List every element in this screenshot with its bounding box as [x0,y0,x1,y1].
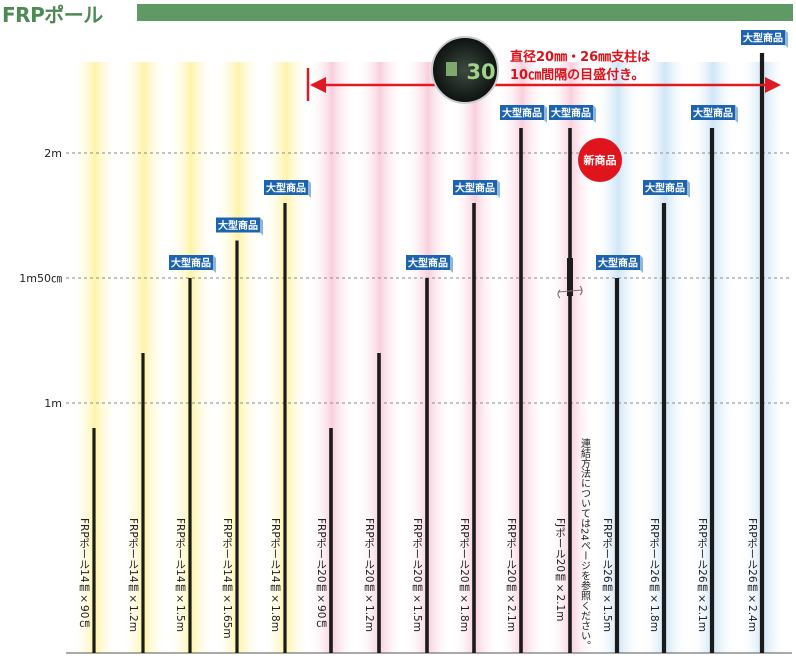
badge-label: 大型商品 [693,107,733,120]
badge-box [264,180,308,195]
pole-bar [709,128,715,653]
page-header: FRPポール [0,0,796,27]
pole-label: FRPポール26㎜×2.1m [696,518,708,632]
pole-bar [661,203,667,653]
badge-label: 大型商品 [598,257,638,270]
pole-label: FRPポール20㎜×90㎝ [315,518,327,629]
pole-bar [235,240,239,653]
pole-bar [141,353,145,653]
new-product-label: 新商品 [584,153,617,167]
pole-label: FRPポール14㎜×1.5m [174,518,186,632]
new-product-badge: 新商品 [578,138,622,182]
y-tick-label: 2m [44,147,62,160]
pole-label: FRPポール20㎜×1.2m [363,518,375,632]
pole-label: FRPポール14㎜×1.2m [127,518,139,632]
pole-label: FRPポール26㎜×1.5m [601,518,613,632]
pole-label: FRPポール14㎜×90㎝ [78,518,90,629]
badge-label: 大型商品 [408,257,448,270]
badge-box [216,217,260,233]
badge-box [406,255,450,270]
y-tick-label: 1m [44,397,62,410]
pole-bar [92,428,96,653]
badge-box [453,180,497,195]
badge-label: 大型商品 [551,107,591,120]
page-title: FRPポール [2,3,103,27]
gauge-photo: 30 [431,36,499,104]
large-item-badge: 大型商品 [741,30,788,48]
pole-label: FRPポール20㎜×1.5m [411,518,423,632]
pole-label: FRPポール14㎜×1.65m [221,518,233,639]
badge-label: 大型商品 [218,219,258,232]
large-item-badge: 大型商品 [596,255,643,273]
large-item-badge: 大型商品 [691,105,738,123]
badge-label: 大型商品 [266,182,306,195]
pole-bar [568,128,572,653]
pole-label: FJポール20㎜×2.1m [554,518,566,621]
badge-box [169,255,213,270]
connector-note: 連結方法については24ページを参照ください。 [579,437,591,651]
pole-bar [329,428,333,653]
badge-box [691,105,735,120]
badge-label: 大型商品 [645,182,685,195]
badge-label: 大型商品 [455,182,495,195]
pole-label: FRPポール20㎜×1.8m [458,518,470,632]
badge-box [549,105,593,120]
large-item-badge: 大型商品 [216,217,263,236]
large-item-badge: 大型商品 [264,180,311,198]
pole-bar [283,203,287,653]
pole-bar [614,278,620,653]
pole-label: FRPポール26㎜×1.8m [648,518,660,632]
pole-bar [519,128,523,653]
range-arrow [306,68,781,101]
annotation-line2: 10㎝間隔の目盛付き。 [510,67,644,83]
pole-bar [472,203,476,653]
badge-box [596,255,640,270]
badge-box [741,30,785,45]
gauge-number: 30 [466,60,495,84]
pole-bar [377,353,381,653]
pole-bar [759,53,765,653]
pole-label: FRPポール26㎜×2.4m [746,518,758,632]
badge-box [643,180,687,195]
badge-label: 大型商品 [502,107,542,120]
large-item-badge: 大型商品 [406,255,453,273]
connector-hook [557,258,583,299]
pole-bar [425,278,429,653]
annotation-line1: 直径20㎜・26㎜支柱は [510,49,650,65]
badge-label: 大型商品 [743,32,783,45]
badge-box [500,105,544,120]
title-bar [137,4,793,21]
large-item-badge: 大型商品 [169,255,216,273]
large-item-badge: 大型商品 [500,105,547,123]
pole-label: FRPポール20㎜×2.1m [505,518,517,632]
large-item-badge: 大型商品 [549,105,596,123]
pole-label: FRPポール14㎜×1.8m [269,518,281,632]
large-item-badge: 大型商品 [453,180,500,198]
pole-bar [188,278,192,653]
badge-label: 大型商品 [171,257,211,270]
large-item-badge: 大型商品 [643,180,690,198]
y-tick-label: 1m50㎝ [19,272,62,285]
